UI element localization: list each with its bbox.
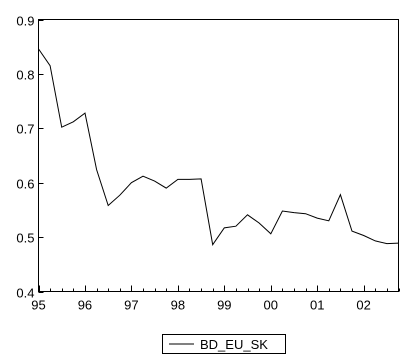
series-line-bd-eu-sk [38,48,399,246]
x-tick-label: 96 [78,298,92,313]
x-tick-label: 01 [310,298,324,313]
x-tick-label: 02 [356,298,370,313]
x-tick-label: 97 [124,298,138,313]
y-tick-label: 0.8 [16,68,34,83]
x-axis: 95 96 97 98 99 00 01 02 [31,285,400,313]
legend-label: BD_EU_SK [200,337,268,352]
y-tick-label: 0.6 [16,177,34,192]
x-tick-label: 99 [217,298,231,313]
x-tick-label: 98 [171,298,185,313]
y-tick-label: 0.4 [16,286,34,301]
legend: BD_EU_SK [162,334,286,354]
series-layer [38,48,399,246]
y-tick-label: 0.7 [16,122,34,137]
y-axis: 0.4 0.5 0.6 0.7 0.8 0.9 [16,14,44,301]
plot-frame [38,19,399,292]
y-tick-label: 0.9 [16,14,34,29]
x-tick-label: 95 [31,298,45,313]
y-tick-label: 0.5 [16,231,34,246]
x-tick-label: 00 [264,298,278,313]
